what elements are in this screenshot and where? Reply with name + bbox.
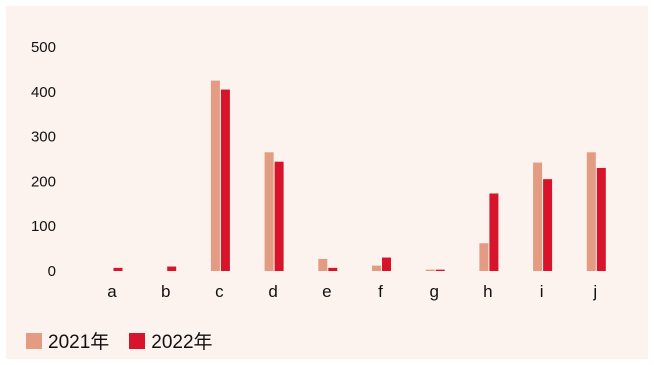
legend: 2021年 2022年: [26, 327, 213, 354]
y-tick-label: 100: [31, 218, 56, 235]
legend-label-2022: 2022年: [151, 332, 213, 353]
legend-item-2022: 2022年: [129, 327, 213, 354]
bar-a-series-1: [113, 267, 123, 271]
x-tick-label-d: d: [268, 282, 277, 301]
legend-item-2021: 2021年: [26, 327, 109, 354]
bar-c-series-0: [210, 80, 220, 271]
bar-h-series-0: [479, 243, 489, 271]
legend-label-2021: 2021年: [48, 332, 110, 353]
bar-e-series-1: [328, 267, 338, 271]
bar-e-series-0: [318, 258, 328, 271]
x-tick-label-j: j: [592, 282, 597, 301]
bar-d-series-1: [274, 161, 284, 271]
x-tick-label-c: c: [215, 282, 224, 301]
bar-d-series-0: [264, 152, 274, 271]
y-tick-label: 500: [31, 39, 56, 56]
x-tick-label-i: i: [540, 282, 544, 301]
x-tick-label-g: g: [429, 282, 438, 301]
y-tick-label: 400: [31, 84, 56, 101]
bar-f-series-0: [372, 265, 381, 271]
x-tick-label-b: b: [161, 282, 170, 301]
bar-f-series-1: [382, 257, 391, 271]
x-tick-label-e: e: [322, 282, 331, 301]
bar-j-series-1: [596, 167, 606, 271]
bar-g-series-1: [435, 269, 445, 271]
x-tick-label-a: a: [107, 282, 117, 301]
y-tick-label: 300: [31, 129, 56, 146]
x-tick-label-f: f: [378, 282, 383, 301]
bar-b-series-1: [167, 266, 177, 271]
x-tick-label-h: h: [483, 282, 492, 301]
y-tick-label: 0: [48, 263, 56, 280]
bar-i-series-0: [533, 162, 543, 271]
bar-c-series-1: [220, 89, 230, 271]
bar-h-series-1: [489, 193, 499, 271]
bar-j-series-0: [586, 152, 596, 271]
legend-swatch-2022: [129, 332, 146, 349]
bar-i-series-1: [543, 179, 553, 271]
legend-swatch-2021: [26, 332, 42, 349]
bar-g-series-0: [425, 269, 435, 271]
y-tick-label: 200: [31, 173, 56, 190]
